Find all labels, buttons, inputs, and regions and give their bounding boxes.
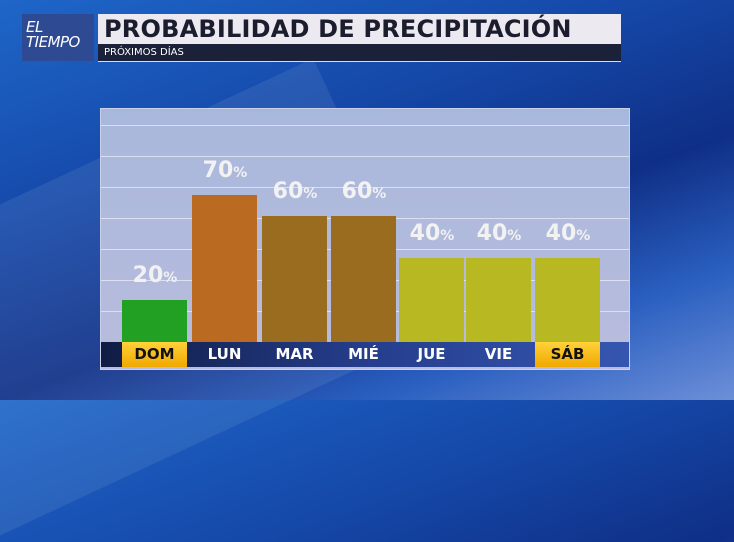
bar-jue: [399, 258, 464, 342]
data-label-unit: %: [576, 228, 591, 244]
data-label-value: 40: [409, 221, 441, 246]
x-tick-label: SÁB: [535, 342, 600, 367]
data-label-value: 60: [272, 179, 304, 204]
logo-line-1: EL: [26, 18, 43, 36]
bar-mar: [262, 216, 327, 342]
data-label: 40%: [459, 221, 539, 246]
bar-sáb: [535, 258, 600, 342]
data-label-value: 70: [202, 158, 234, 183]
data-label: 70%: [185, 158, 265, 183]
bar-mié: [331, 216, 396, 342]
data-label-unit: %: [440, 228, 455, 244]
gridline: [101, 187, 629, 188]
x-tick-label: LUN: [207, 345, 242, 363]
bar-vie: [466, 258, 531, 342]
chart-panel: DOM LUN MAR MIÉ JUE VIE SÁB 20% 70% 60% 60% 40% 40%…: [100, 108, 630, 370]
data-label-unit: %: [507, 228, 522, 244]
data-label: 60%: [255, 179, 335, 204]
x-tick-label: VIE: [484, 345, 513, 363]
x-axis-bar: DOM LUN MAR MIÉ JUE VIE SÁB: [101, 342, 629, 367]
data-label-unit: %: [233, 165, 248, 181]
data-label-unit: %: [163, 270, 178, 286]
data-label: 40%: [392, 221, 472, 246]
x-tick-label: DOM: [122, 342, 187, 367]
gridline: [101, 156, 629, 157]
data-label-value: 20: [132, 263, 164, 288]
page-title: PROBABILIDAD DE PRECIPITACIÓN: [98, 14, 621, 44]
gridline: [101, 125, 629, 126]
x-tick-label: MIÉ: [348, 345, 379, 363]
data-label-value: 60: [341, 179, 373, 204]
data-label: 60%: [324, 179, 404, 204]
data-label: 20%: [115, 263, 195, 288]
data-label: 40%: [528, 221, 608, 246]
logo-line-2: TIEMPO: [26, 33, 80, 51]
bar-dom: [122, 300, 187, 342]
el-tiempo-logo: EL TIEMPO: [22, 14, 94, 61]
data-label-unit: %: [303, 186, 318, 202]
page-subtitle: PRÓXIMOS DÍAS: [98, 44, 621, 62]
data-label-value: 40: [545, 221, 577, 246]
x-tick-label: MAR: [275, 345, 314, 363]
x-tick-label: JUE: [417, 345, 446, 363]
data-label-value: 40: [476, 221, 508, 246]
data-label-unit: %: [372, 186, 387, 202]
bar-lun: [192, 195, 257, 342]
